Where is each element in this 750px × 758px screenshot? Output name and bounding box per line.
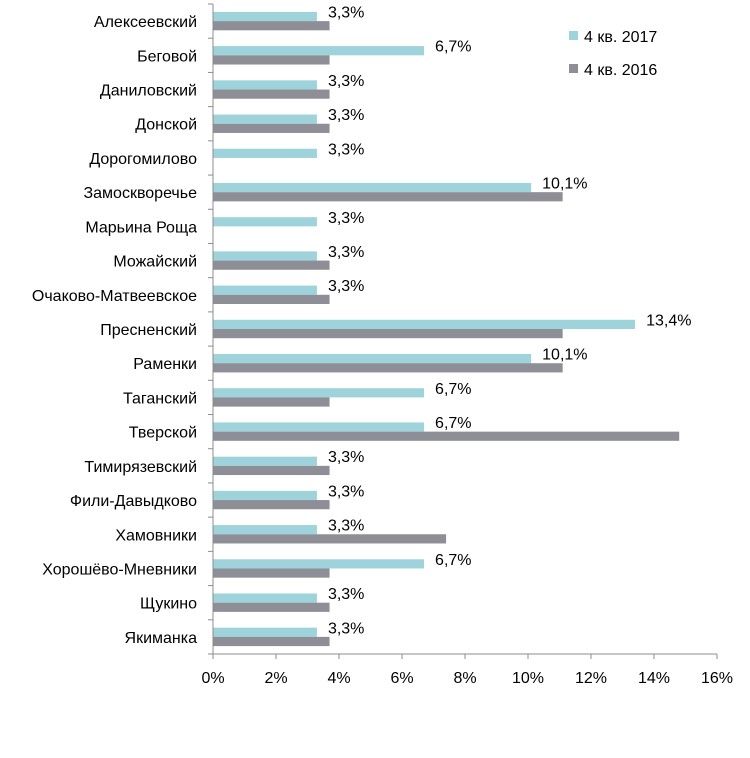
- data-label-18: 3,3%: [328, 620, 364, 637]
- bar-series2-14: [213, 500, 330, 510]
- data-label-15: 3,3%: [328, 518, 364, 535]
- data-label-5: 10,1%: [542, 176, 587, 193]
- data-label-16: 6,7%: [435, 552, 471, 569]
- bar-series2-16: [213, 568, 330, 578]
- bar-series1-13: [213, 456, 317, 466]
- x-tick-label-7: 14%: [638, 670, 670, 687]
- data-label-10: 10,1%: [542, 347, 587, 364]
- category-label-17: Щукино: [140, 596, 197, 613]
- category-label-11: Таганский: [123, 390, 197, 407]
- category-label-13: Тимирязевский: [84, 459, 197, 476]
- legend-label-2: 4 кв. 2016: [584, 62, 657, 79]
- category-label-0: Алексеевский: [94, 14, 197, 31]
- bar-series2-1: [213, 55, 330, 65]
- x-tick-label-0: 0%: [201, 670, 224, 687]
- category-label-12: Тверской: [129, 425, 197, 442]
- bar-series2-10: [213, 363, 563, 373]
- data-label-11: 6,7%: [435, 381, 471, 398]
- legend-swatch-2: [569, 64, 578, 73]
- category-label-15: Хамовники: [115, 527, 197, 544]
- data-label-3: 3,3%: [328, 107, 364, 124]
- bar-series1-9: [213, 319, 636, 329]
- bar-series2-9: [213, 329, 563, 339]
- bar-series1-14: [213, 490, 317, 501]
- data-label-9: 13,4%: [646, 312, 691, 329]
- bar-series2-18: [213, 636, 330, 647]
- bar-series2-3: [213, 123, 330, 133]
- data-label-7: 3,3%: [328, 244, 364, 261]
- x-tick-label-3: 6%: [390, 670, 413, 687]
- x-tick-label-8: 16%: [701, 670, 733, 687]
- bar-series1-2: [213, 80, 317, 90]
- x-tick-label-2: 4%: [327, 670, 350, 687]
- x-tick-label-1: 2%: [264, 670, 287, 687]
- bar-series1-18: [213, 627, 317, 637]
- category-label-2: Даниловский: [100, 83, 197, 100]
- bar-series2-7: [213, 260, 330, 270]
- category-label-5: Замоскворечье: [83, 185, 197, 202]
- data-label-6: 3,3%: [328, 210, 364, 227]
- bar-series1-6: [213, 217, 317, 227]
- legend-label-1: 4 кв. 2017: [584, 29, 657, 46]
- bar-series2-17: [213, 602, 330, 612]
- category-label-7: Можайский: [113, 254, 197, 271]
- data-label-0: 3,3%: [328, 5, 364, 22]
- category-label-3: Донской: [135, 117, 197, 134]
- bar-series1-16: [213, 559, 425, 569]
- category-label-10: Раменки: [133, 356, 197, 373]
- legend-swatch-1: [569, 31, 578, 40]
- bar-series2-11: [213, 397, 330, 407]
- category-label-6: Марьина Роща: [85, 219, 197, 236]
- bar-series1-4: [213, 148, 317, 158]
- bar-series1-17: [213, 593, 317, 603]
- bar-series1-15: [213, 525, 317, 535]
- category-label-16: Хорошёво-Мневники: [42, 561, 197, 578]
- category-label-18: Якиманка: [125, 630, 198, 647]
- data-label-8: 3,3%: [328, 278, 364, 295]
- bar-series2-0: [213, 21, 330, 31]
- data-label-12: 6,7%: [435, 415, 471, 432]
- bar-series1-1: [213, 46, 425, 56]
- category-label-8: Очаково-Матвеевское: [32, 288, 197, 305]
- bar-series1-5: [213, 182, 532, 193]
- bar-series2-5: [213, 192, 563, 202]
- bar-series1-11: [213, 388, 425, 398]
- data-label-13: 3,3%: [328, 449, 364, 466]
- category-label-14: Фили-Давыдково: [70, 493, 197, 510]
- bar-series2-15: [213, 534, 447, 544]
- data-label-17: 3,3%: [328, 586, 364, 603]
- category-label-9: Пресненский: [100, 322, 197, 339]
- x-tick-label-6: 12%: [575, 670, 607, 687]
- bar-series1-8: [213, 285, 317, 295]
- bar-series2-12: [213, 431, 680, 441]
- bar-series1-7: [213, 251, 317, 261]
- bar-series1-12: [213, 422, 425, 432]
- x-tick-label-5: 10%: [512, 670, 544, 687]
- data-label-2: 3,3%: [328, 73, 364, 90]
- bar-series2-2: [213, 89, 330, 99]
- bar-series2-8: [213, 294, 330, 304]
- data-label-4: 3,3%: [328, 141, 364, 158]
- bar-series2-13: [213, 465, 330, 476]
- bar-series1-10: [213, 354, 532, 364]
- category-label-1: Беговой: [137, 48, 197, 65]
- category-label-4: Дорогомилово: [89, 151, 197, 168]
- data-label-14: 3,3%: [328, 483, 364, 500]
- bar-series1-3: [213, 114, 317, 124]
- x-tick-label-4: 8%: [453, 670, 476, 687]
- bar-series1-0: [213, 11, 317, 22]
- data-label-1: 6,7%: [435, 39, 471, 56]
